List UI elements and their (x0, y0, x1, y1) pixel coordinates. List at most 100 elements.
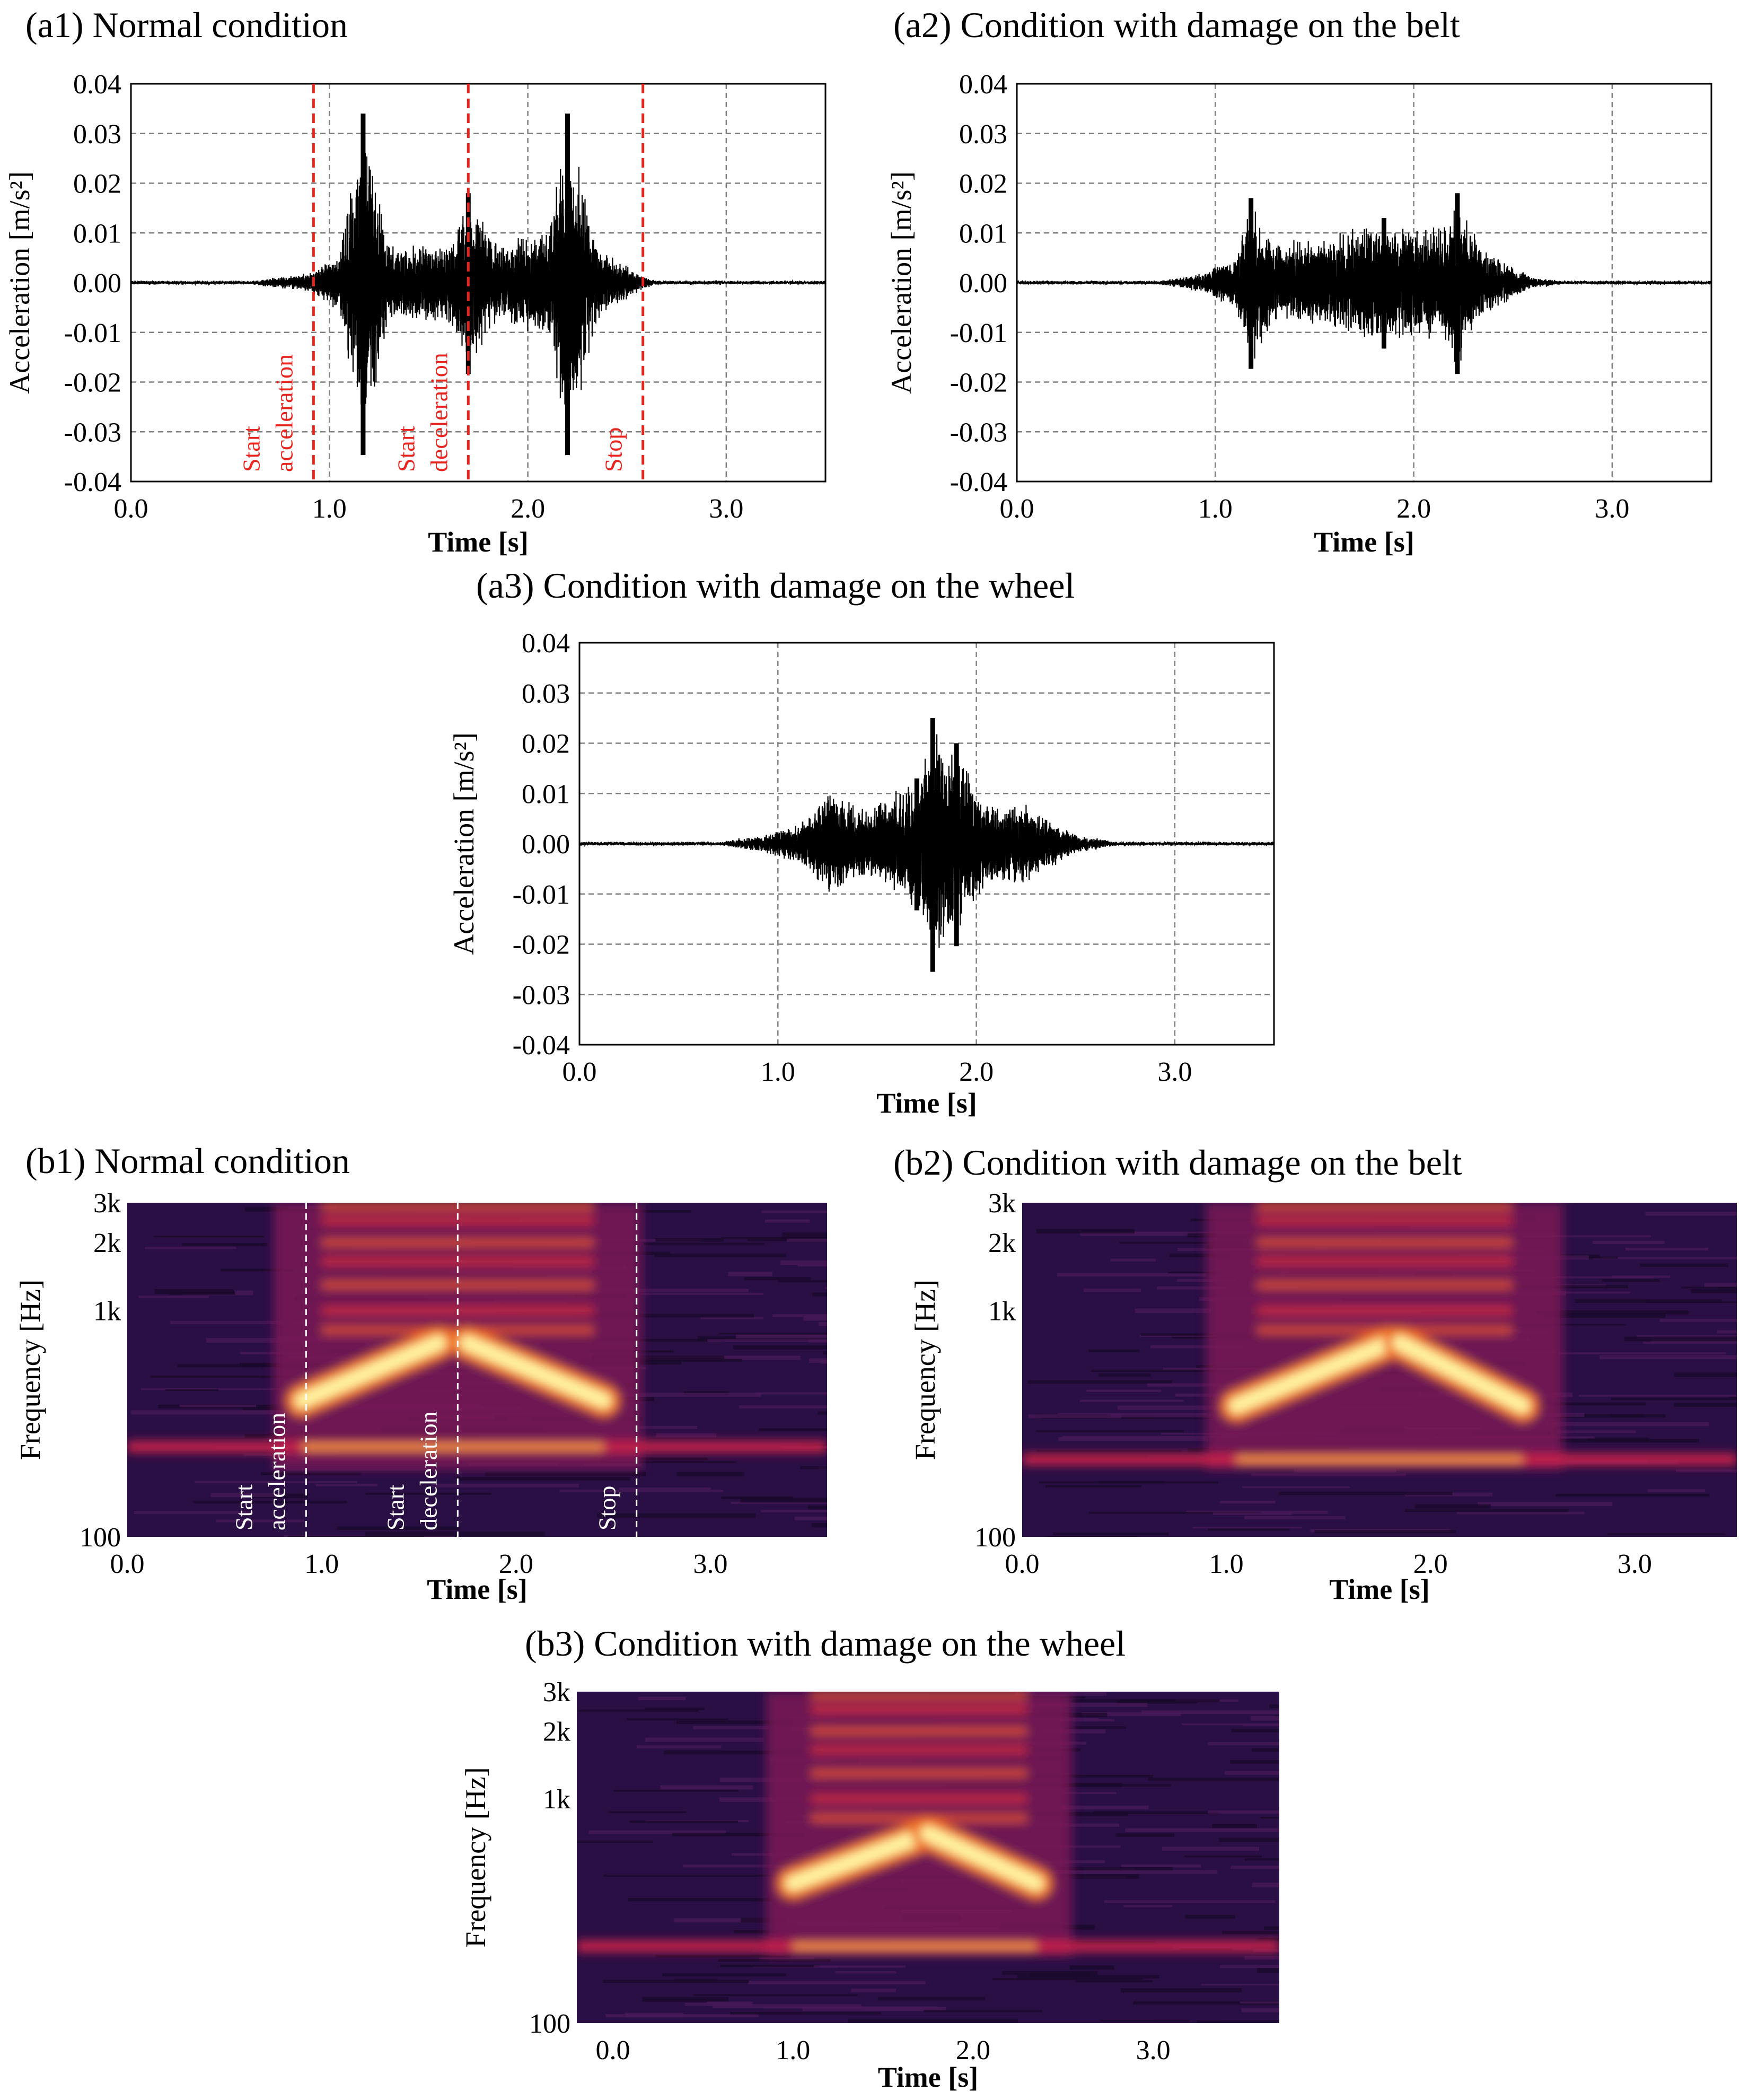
noise-streak (755, 1392, 827, 1395)
noise-streak (1516, 1324, 1627, 1326)
noise-streak (638, 1696, 686, 1700)
signal-trace (130, 153, 827, 444)
noise-streak (744, 1277, 811, 1280)
noise-streak (597, 1513, 756, 1518)
noise-streak (1038, 1719, 1115, 1722)
noise-streak (1240, 2001, 1279, 2004)
noise-streak (803, 1316, 827, 1321)
noise-streak (636, 1359, 743, 1362)
noise-streak (712, 2004, 862, 2008)
noise-streak (1252, 1748, 1279, 1752)
constant-band-core (302, 1443, 604, 1451)
noise-streak (150, 1376, 331, 1378)
noise-streak (570, 1338, 725, 1342)
noise-streak (1506, 1276, 1654, 1279)
x-tick-label: 0.0 (114, 494, 148, 524)
ridge-core (785, 1825, 936, 1892)
ridge-core (920, 1825, 1044, 1892)
y-tick-label: 1k (543, 1784, 570, 1815)
noise-streak (608, 1811, 687, 1813)
x-tick-label: 2.0 (511, 494, 545, 524)
noise-streak (780, 1260, 827, 1265)
event-marker-label: Stop (600, 427, 627, 472)
noise-streak (145, 1246, 236, 1249)
noise-streak (1556, 1493, 1710, 1497)
noise-streak (720, 1964, 820, 1967)
noise-streak (733, 1930, 779, 1933)
noise-streak (1704, 1283, 1737, 1288)
noise-streak (154, 1289, 234, 1294)
noise-streak (1220, 1965, 1279, 1968)
ridge-core (294, 1335, 446, 1409)
y-tick-label: 0.01 (522, 779, 570, 809)
x-tick-label: 0.0 (1000, 494, 1034, 524)
noise-streak (1279, 1491, 1453, 1495)
noise-streak (924, 2010, 1042, 2012)
x-axis-label: Time [s] (428, 526, 528, 558)
noise-streak (1207, 1742, 1279, 1746)
y-tick-label: -0.03 (513, 980, 570, 1010)
noise-streak (179, 1404, 257, 1407)
constant-band-core (793, 1942, 1036, 1950)
noise-streak (605, 2014, 759, 2018)
noise-streak (604, 1210, 691, 1213)
noise-streak (682, 1865, 814, 1868)
y-tick-label: 1k (988, 1296, 1016, 1326)
x-tick-label: 1.0 (1198, 494, 1233, 524)
x-tick-label: 0.0 (563, 1057, 597, 1087)
harmonic-band (811, 1794, 1027, 1803)
y-tick-label: 2k (988, 1228, 1016, 1258)
noise-streak (1269, 1704, 1279, 1709)
noise-streak (1169, 1254, 1229, 1257)
noise-streak (1017, 1974, 1159, 1979)
x-tick-label: 2.0 (959, 1057, 994, 1087)
noise-streak (645, 1737, 764, 1742)
noise-streak (676, 1720, 793, 1725)
noise-streak (1140, 1333, 1213, 1336)
noise-streak (337, 1526, 460, 1530)
noise-streak (1111, 1413, 1269, 1418)
noise-streak (1414, 1504, 1491, 1509)
noise-streak (1036, 1430, 1184, 1432)
noise-streak (578, 1709, 699, 1712)
plot-frame (1016, 83, 1712, 483)
noise-streak (733, 1345, 827, 1350)
panel-title-b3: (b3) Condition with damage on the wheel (525, 1623, 1126, 1664)
y-tick-label: 0.02 (959, 169, 1007, 199)
ridge-core (459, 1335, 612, 1409)
noise-streak (1558, 1439, 1700, 1443)
noise-streak (664, 1751, 822, 1755)
noise-streak (606, 1393, 761, 1397)
noise-streak (642, 1997, 729, 2002)
noise-streak (593, 1238, 701, 1242)
noise-streak (588, 1830, 726, 1834)
y-tick-label: -0.04 (513, 1030, 570, 1061)
y-tick-label: 1k (93, 1296, 121, 1326)
noise-streak (1120, 1988, 1242, 1993)
noise-streak (1027, 1380, 1172, 1384)
noise-streak (1192, 1526, 1303, 1529)
panel-title-b2: (b2) Condition with damage on the belt (893, 1142, 1462, 1183)
noise-streak (1064, 1726, 1126, 1729)
noise-streak (182, 1242, 268, 1246)
y-tick-label: -0.04 (950, 467, 1007, 497)
noise-streak (1082, 1712, 1181, 1717)
noise-streak (1212, 1824, 1257, 1828)
noise-streak (1252, 1883, 1279, 1887)
y-tick-label: 0.02 (73, 169, 121, 199)
event-marker-label: acceleration (270, 354, 297, 472)
x-tick-label: 2.0 (499, 1549, 533, 1579)
noise-streak (216, 1519, 304, 1522)
noise-streak (655, 1955, 791, 1958)
noise-streak (1058, 1437, 1209, 1441)
y-tick-label: 0.04 (73, 69, 121, 100)
y-tick-label: -0.01 (513, 880, 570, 910)
spectrogram-body (577, 1692, 1279, 2023)
harmonic-band (811, 1727, 1027, 1736)
noise-streak (260, 1472, 361, 1475)
y-tick-label: 0.03 (73, 119, 121, 150)
noise-streak (1675, 1469, 1737, 1473)
harmonic-band (1256, 1203, 1513, 1211)
noise-streak (1717, 1330, 1737, 1334)
noise-streak (1544, 1313, 1666, 1318)
